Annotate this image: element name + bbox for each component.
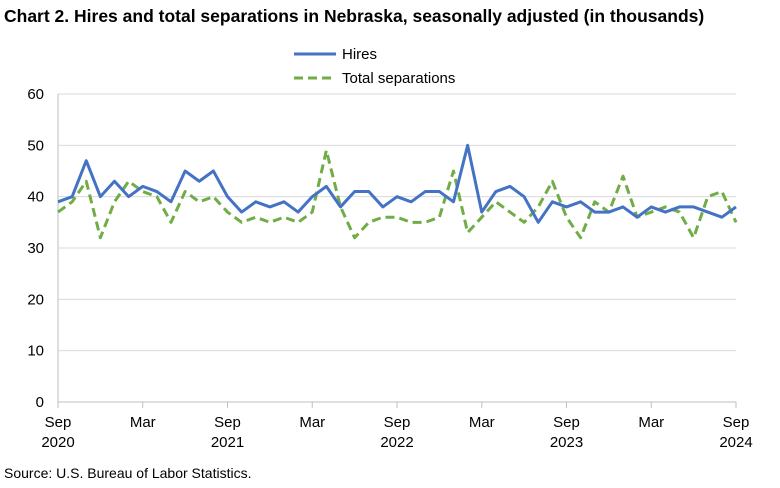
x-tick-label-month: Mar — [130, 414, 156, 431]
x-tick-label-month: Mar — [299, 414, 325, 431]
x-tick-label-month: Sep — [214, 414, 241, 431]
series-line-total-separations — [57, 148, 738, 240]
legend: Hires Total separations — [294, 46, 455, 87]
y-tick-label: 0 — [36, 394, 44, 411]
y-tick-label: 20 — [27, 291, 44, 308]
x-tick-label-month: Mar — [638, 414, 664, 431]
series-lines — [57, 143, 738, 240]
source-note: Source: U.S. Bureau of Labor Statistics. — [4, 465, 252, 481]
x-axis-tick-labels: Sep 2020 Mar Sep 2021 Mar Sep 2022 Mar Sep 2023 Mar… — [41, 414, 752, 451]
x-tick-label-year: 2024 — [719, 434, 752, 451]
y-axis-tick-labels: 0 10 20 30 40 50 60 — [27, 86, 44, 411]
y-tick-label: 40 — [27, 189, 44, 206]
legend-label: Hires — [342, 46, 377, 63]
x-tick-label-year: 2020 — [41, 434, 74, 451]
chart-title: Chart 2. Hires and total separations in … — [4, 6, 705, 26]
gridlines — [58, 93, 736, 352]
x-tick-label-year: 2022 — [380, 434, 413, 451]
y-tick-label: 50 — [27, 137, 44, 154]
y-tick-label: 60 — [27, 86, 44, 103]
x-tick-label-month: Sep — [553, 414, 580, 431]
axes — [57, 94, 737, 408]
legend-label: Total separations — [342, 70, 455, 87]
x-tick-label-year: 2023 — [550, 434, 583, 451]
series-line-hires — [57, 143, 737, 224]
x-tick-label-year: 2021 — [211, 434, 244, 451]
y-tick-label: 10 — [27, 343, 44, 360]
x-tick-label-month: Mar — [469, 414, 495, 431]
x-tick-label-month: Sep — [723, 414, 750, 431]
x-tick-label-month: Sep — [45, 414, 72, 431]
y-tick-label: 30 — [27, 240, 44, 257]
x-tick-label-month: Sep — [384, 414, 411, 431]
